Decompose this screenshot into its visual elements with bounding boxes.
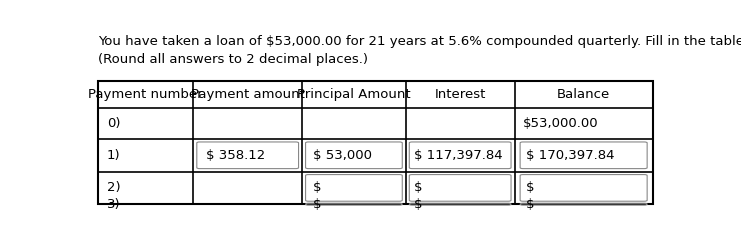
Text: $: $: [414, 182, 423, 194]
Text: $: $: [313, 198, 321, 211]
Text: 1): 1): [107, 149, 121, 162]
Text: $: $: [526, 182, 534, 194]
Text: Payment number: Payment number: [88, 88, 203, 101]
Text: $ 170,397.84: $ 170,397.84: [526, 149, 614, 162]
Text: Payment amount: Payment amount: [190, 88, 305, 101]
Text: You have taken a loan of $53,000.00 for 21 years at 5.6% compounded quarterly. F: You have taken a loan of $53,000.00 for …: [99, 35, 741, 48]
Text: 3): 3): [107, 198, 121, 211]
Text: $53,000.00: $53,000.00: [523, 117, 599, 130]
Text: $: $: [313, 182, 321, 194]
Text: $ 117,397.84: $ 117,397.84: [414, 149, 503, 162]
Text: $: $: [414, 198, 423, 211]
Text: 2): 2): [107, 182, 121, 194]
Text: Balance: Balance: [557, 88, 611, 101]
Text: 0): 0): [107, 117, 121, 130]
Text: $ 358.12: $ 358.12: [206, 149, 265, 162]
Text: $: $: [526, 198, 534, 211]
Text: $ 53,000: $ 53,000: [313, 149, 371, 162]
Text: Principal Amount: Principal Amount: [297, 88, 411, 101]
Text: (Round all answers to 2 decimal places.): (Round all answers to 2 decimal places.): [99, 53, 368, 66]
Text: Interest: Interest: [434, 88, 486, 101]
